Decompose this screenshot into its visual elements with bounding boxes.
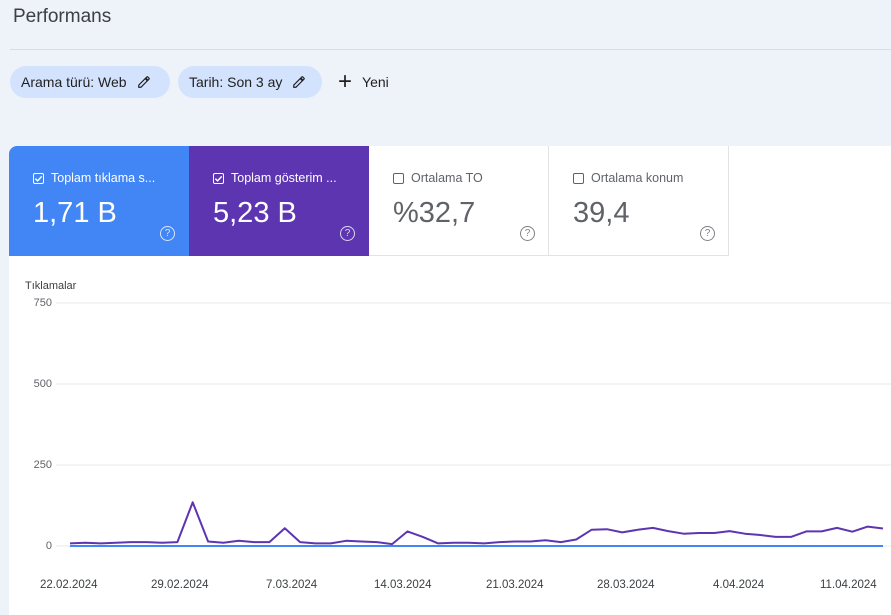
- x-tick-label: 14.03.2024: [374, 579, 432, 591]
- chip-label: Tarih: Son 3 ay: [189, 74, 283, 90]
- help-icon[interactable]: ?: [700, 226, 715, 241]
- chip-label: Arama türü: Web: [21, 74, 127, 90]
- pencil-icon[interactable]: [137, 75, 151, 89]
- metric-value: 5,23 B: [213, 197, 297, 229]
- metric-value: 1,71 B: [33, 197, 117, 229]
- metric-value: 39,4: [573, 197, 630, 229]
- x-tick-label: 7.03.2024: [266, 579, 318, 591]
- metric-label: Toplam tıklama s...: [51, 171, 156, 185]
- x-tick-label: 4.04.2024: [713, 579, 765, 591]
- y-tick-label: 0: [45, 540, 52, 552]
- x-tick-label: 28.03.2024: [597, 579, 655, 591]
- metric-label: Ortalama konum: [591, 171, 684, 185]
- add-filter-button[interactable]: + Yeni: [338, 70, 389, 94]
- x-tick-label: 22.02.2024: [40, 579, 98, 591]
- y-tick-label: 500: [33, 378, 52, 390]
- series-line: [69, 501, 884, 546]
- x-tick-label: 11.04.2024: [820, 579, 877, 591]
- help-icon[interactable]: ?: [160, 226, 175, 241]
- date-filter-chip[interactable]: Tarih: Son 3 ay: [178, 66, 322, 98]
- y-axis-label: Tıklamalar: [25, 280, 77, 292]
- help-icon[interactable]: ?: [340, 226, 355, 241]
- checkbox-checked-icon[interactable]: [213, 172, 224, 184]
- metric-label: Ortalama TO: [411, 171, 483, 185]
- pencil-icon[interactable]: [292, 75, 306, 89]
- y-tick-label: 750: [33, 297, 52, 309]
- x-tick-label: 21.03.2024: [486, 579, 544, 591]
- performance-panel: Toplam tıklama s... 1,71 B ? Toplam göst…: [9, 146, 891, 615]
- metric-card-average-position[interactable]: Ortalama konum 39,4 ?: [549, 146, 729, 256]
- checkbox-unchecked-icon[interactable]: [393, 172, 404, 184]
- metric-card-total-clicks[interactable]: Toplam tıklama s... 1,71 B ?: [9, 146, 189, 256]
- page-title: Performans: [13, 6, 112, 27]
- add-filter-label: Yeni: [362, 74, 389, 90]
- y-tick-label: 250: [33, 459, 52, 471]
- metric-card-total-impressions[interactable]: Toplam gösterim ... 5,23 B ?: [189, 146, 369, 256]
- metric-label: Toplam gösterim ...: [231, 171, 337, 185]
- plus-icon: +: [338, 68, 353, 95]
- checkbox-unchecked-icon[interactable]: [573, 172, 584, 184]
- search-type-filter-chip[interactable]: Arama türü: Web: [10, 66, 170, 98]
- help-icon[interactable]: ?: [520, 226, 535, 241]
- x-tick-label: 29.02.2024: [151, 579, 209, 591]
- header-divider: [10, 49, 891, 50]
- metric-card-average-ctr[interactable]: Ortalama TO %32,7 ?: [369, 146, 549, 256]
- checkbox-checked-icon[interactable]: [33, 172, 44, 184]
- metric-value: %32,7: [393, 197, 476, 229]
